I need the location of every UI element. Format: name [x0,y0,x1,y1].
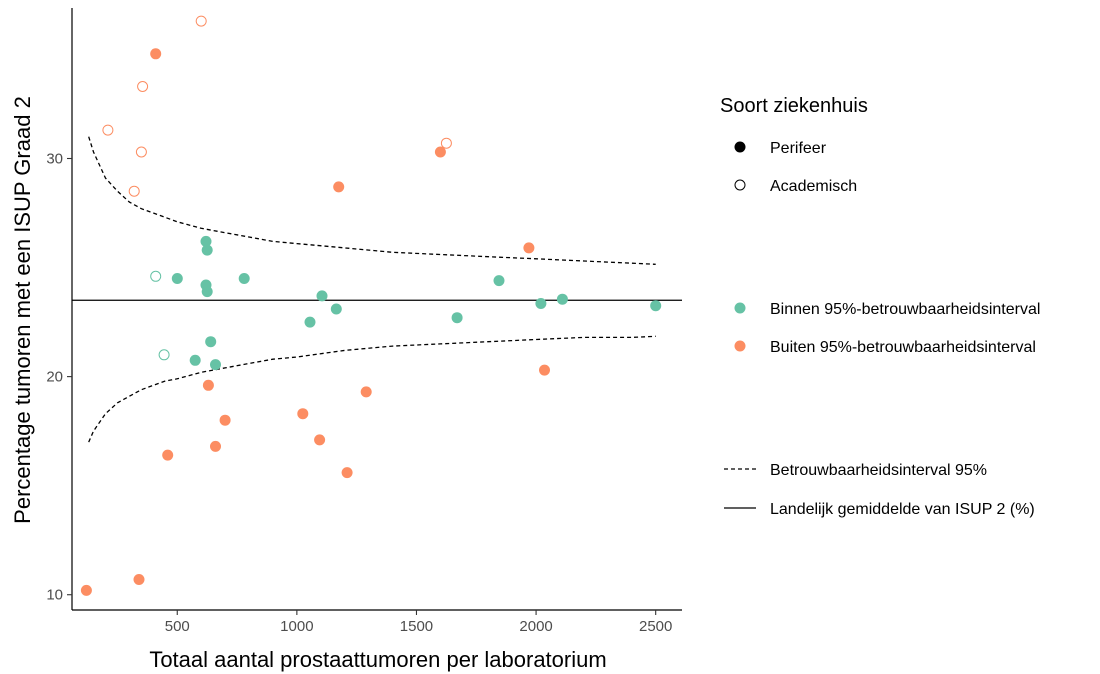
y-tick-label-30: 30 [46,151,63,168]
legend-label-academisch: Academisch [770,178,857,195]
data-point-perifeer-binnen [451,312,463,324]
data-point-perifeer-binnen [201,244,213,256]
confidence-interval-layer [88,136,656,443]
data-point-perifeer-binnen [171,273,183,284]
data-point-academisch-buiten [135,146,147,158]
ci-lower-line [88,335,656,443]
x-tick-label-500: 500 [165,618,190,635]
data-point-perifeer-binnen [304,316,316,328]
x-tick-label-1000: 1000 [280,618,313,635]
legend-label-perifeer: Perifeer [770,140,827,157]
data-point-academisch-buiten [102,124,114,136]
legend-marker-perifeer [734,141,746,153]
x-tick-label-2500: 2500 [639,618,672,635]
legend: Soort ziekenhuis Perifeer Academisch Bin… [720,95,1040,518]
legend-label-ci: Betrouwbaarheidsinterval 95% [770,462,987,479]
data-point-perifeer-buiten [539,364,550,376]
data-point-perifeer-binnen [205,336,217,348]
data-point-perifeer-binnen [493,275,505,287]
y-tick-label-20: 20 [46,369,63,386]
legend-label-mean: Landelijk gemiddelde van ISUP 2 (%) [770,501,1035,518]
ci-upper-line [88,136,656,265]
y-axis-ticks: 10 20 30 [46,151,72,604]
data-point-academisch-binnen [158,349,170,361]
axes: 500 1000 1500 2000 2500 10 20 30 [46,8,682,635]
data-point-perifeer-buiten [210,440,221,452]
data-point-perifeer-binnen [200,235,212,247]
legend-label-binnen: Binnen 95%-betrouwbaarheidsinterval [770,301,1040,318]
data-point-perifeer-binnen [210,359,221,371]
data-point-perifeer-buiten [523,242,535,254]
data-point-perifeer-binnen [535,298,547,309]
data-point-perifeer-binnen [330,303,342,315]
data-point-perifeer-buiten [80,584,92,596]
data-point-perifeer-buiten [202,379,214,391]
x-axis-ticks: 500 1000 1500 2000 2500 [165,610,672,635]
data-point-perifeer-buiten [150,48,162,60]
data-point-academisch-binnen [150,270,162,282]
data-point-perifeer-buiten [360,386,372,398]
legend-marker-binnen [734,302,746,314]
data-point-perifeer-buiten [162,449,174,461]
data-point-perifeer-buiten [333,181,345,193]
x-tick-label-2000: 2000 [519,618,552,635]
data-point-perifeer-buiten [314,434,326,446]
data-point-perifeer-binnen [556,293,568,305]
legend-marker-buiten [734,340,746,352]
data-point-academisch-buiten [128,185,140,197]
data-point-perifeer-buiten [297,408,309,420]
plot-area [72,15,682,596]
x-tick-label-1500: 1500 [400,618,433,635]
data-point-perifeer-binnen [201,286,213,298]
data-point-perifeer-binnen [316,290,328,302]
data-point-academisch-buiten [195,15,207,27]
legend-label-buiten: Buiten 95%-betrouwbaarheidsinterval [770,339,1036,356]
y-axis-title: Percentage tumoren met een ISUP Graad 2 [10,96,35,524]
y-tick-label-10: 10 [46,587,63,604]
data-point-academisch-buiten [137,81,149,92]
data-point-perifeer-buiten [133,574,145,585]
legend-marker-academisch [734,179,746,191]
data-point-academisch-buiten [440,137,452,149]
data-point-perifeer-binnen [189,354,201,366]
x-axis-title: Totaal aantal prostaattumoren per labora… [149,647,606,672]
data-point-perifeer-buiten [341,467,353,479]
data-point-perifeer-buiten [434,146,446,158]
data-points [80,15,662,596]
data-point-perifeer-binnen [238,273,250,284]
data-point-perifeer-buiten [219,414,231,426]
data-point-perifeer-binnen [650,300,662,312]
legend-title: Soort ziekenhuis [720,95,868,117]
